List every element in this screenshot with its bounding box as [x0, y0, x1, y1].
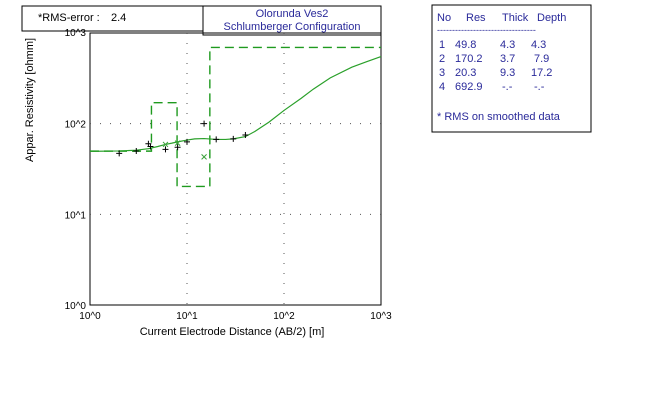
measured-point: [213, 136, 220, 143]
measured-point: [174, 144, 181, 151]
measured-point: [147, 143, 154, 150]
measured-point: [230, 135, 237, 142]
measured-point: [201, 120, 208, 127]
plot-area: 10^0 10^1 10^2 10^3 10^0 10^1 10^2 10^3: [65, 28, 393, 322]
smoothed-point: [174, 140, 181, 146]
measured-point: [242, 131, 249, 138]
y-tick-label: 10^1: [65, 210, 87, 221]
x-axis-label: Current Electrode Distance (AB/2) [m]: [140, 326, 325, 338]
y-tick-label: 10^0: [65, 301, 87, 312]
tick-labels: 10^0 10^1 10^2 10^3 10^0 10^1 10^2 10^3: [65, 28, 393, 322]
row3-thick: 9.3: [500, 67, 515, 79]
layer-table-box: [431, 4, 592, 133]
row4-thick: -.-: [502, 81, 513, 93]
x-tick-label: 10^1: [176, 311, 198, 322]
calculated-curve: [89, 55, 382, 152]
row1-depth: 4.3: [531, 39, 546, 51]
rms-box: [21, 5, 204, 32]
row4-res: 692.9: [455, 81, 483, 93]
measured-point: [184, 138, 190, 145]
y-tick-label: 10^3: [65, 28, 87, 39]
table-separator: ---------------------------------: [437, 25, 536, 35]
x-tick-label: 10^2: [273, 311, 295, 322]
title-box: [202, 5, 382, 36]
row1-no: 1: [439, 39, 445, 51]
row3-no: 3: [439, 67, 445, 79]
row2-no: 2: [439, 53, 445, 65]
rms-value: 2.4: [111, 12, 126, 24]
calculated-curve-line: [89, 55, 382, 152]
table-header-res: Res: [466, 12, 486, 24]
x-tick-label: 10^3: [370, 311, 392, 322]
row3-depth: 17.2: [531, 67, 552, 79]
rms-note: * RMS on smoothed data: [437, 111, 561, 123]
x-tick-label: 10^0: [79, 311, 101, 322]
row2-res: 170.2: [455, 53, 483, 65]
model-line: [90, 46, 381, 188]
row3-res: 20.3: [455, 67, 476, 79]
smoothed-point: [201, 154, 207, 160]
row2-thick: 3.7: [500, 53, 515, 65]
measured-point: [162, 146, 169, 153]
y-axis-label: Appar. Resistivity [ohmm]: [24, 38, 36, 162]
table-header-no: No: [437, 12, 451, 24]
table-header-depth: Depth: [537, 12, 566, 24]
model-layers: [90, 46, 381, 188]
row4-depth: -.-: [534, 81, 545, 93]
row4-no: 4: [439, 81, 445, 93]
smoothed-point: [162, 141, 169, 148]
smoothed-points: [162, 140, 207, 160]
row1-res: 49.8: [455, 39, 476, 51]
row1-thick: 4.3: [500, 39, 515, 51]
y-tick-label: 10^2: [65, 120, 87, 131]
title-line1: Olorunda Ves2: [256, 8, 329, 20]
rms-label: *RMS-error :: [38, 12, 100, 24]
plot-border: [89, 32, 382, 306]
table-header-thick: Thick: [502, 12, 529, 24]
layer-table: No Res Thick Depth ---------------------…: [437, 12, 566, 123]
measured-point: [133, 147, 140, 154]
title-line2: Schlumberger Configuration: [224, 21, 361, 33]
row2-depth: 7.9: [534, 53, 549, 65]
measured-points: [116, 120, 249, 157]
measured-point: [116, 150, 123, 157]
